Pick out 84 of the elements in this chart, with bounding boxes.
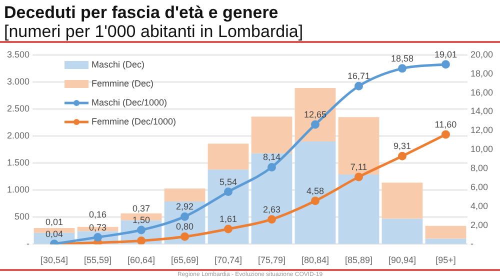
data-label: 11,60 — [434, 119, 457, 130]
point — [180, 232, 190, 241]
y2-tick-label: 10,00 — [470, 144, 494, 154]
bar — [382, 182, 423, 219]
data-label: 0,16 — [89, 210, 107, 220]
y2-tick-label: 18,00 — [470, 68, 494, 78]
legend-label: Maschi (Dec/1000) — [92, 97, 168, 108]
x-tick-label: [95+] — [436, 255, 456, 266]
data-label: 19,01 — [434, 49, 457, 60]
bar — [338, 117, 380, 174]
data-label: 4,58 — [306, 186, 324, 196]
y-tick-label: - — [26, 238, 30, 249]
x-tick-label: [85,89] — [344, 255, 373, 266]
chart-subtitle: [numeri per 1'000 abitanti in Lombardia] — [4, 22, 304, 41]
data-label: 0,80 — [176, 222, 194, 232]
data-label: 0,37 — [132, 204, 150, 214]
y-tick-label: 1.500 — [6, 158, 30, 168]
data-label: 5,54 — [219, 176, 238, 187]
data-label: 18,58 — [390, 53, 414, 64]
y-tick-label: 3.000 — [6, 76, 30, 87]
y2-tick-label: 8,00 — [470, 163, 488, 174]
x-tick-label: [55,59] — [84, 255, 112, 266]
y2-tick-label: 2,00 — [470, 220, 488, 230]
x-tick-label: [30,54] — [40, 255, 68, 266]
point — [137, 226, 146, 234]
point — [354, 172, 363, 182]
point — [398, 64, 406, 73]
bar — [425, 238, 466, 244]
point — [94, 233, 102, 242]
point — [398, 152, 406, 160]
y-tick-label: 2.500 — [6, 104, 30, 114]
bar — [338, 174, 380, 244]
y2-tick-label: - — [470, 238, 474, 249]
data-label: 9,31 — [393, 141, 411, 152]
point — [224, 224, 232, 234]
data-label: 16,71 — [347, 71, 370, 82]
y-tick-label: 3.500 — [6, 49, 30, 60]
point — [310, 196, 320, 206]
y2-tick-label: 6,00 — [470, 182, 488, 192]
point — [180, 212, 190, 221]
data-label: 0,01 — [46, 217, 64, 228]
y2-tick-label: 12,00 — [470, 125, 494, 136]
point — [268, 162, 276, 172]
point — [137, 236, 146, 244]
legend-label: Femmine (Dec/1000) — [92, 116, 176, 126]
data-label: 0,73 — [89, 222, 107, 232]
data-label: 1,50 — [132, 214, 150, 225]
y2-tick-label: 4,00 — [470, 200, 488, 211]
bar — [382, 218, 423, 244]
point — [310, 120, 320, 129]
x-tick-label: [70,74] — [214, 255, 242, 266]
legend-label: Femmine (Dec) — [92, 78, 154, 88]
point — [224, 188, 232, 196]
point — [354, 82, 363, 90]
bar — [294, 141, 336, 244]
x-tick-label: [80,84] — [301, 255, 330, 266]
data-label: 1,61 — [219, 214, 238, 224]
point — [441, 60, 450, 69]
y2-tick-label: 16,00 — [470, 87, 494, 98]
point — [268, 215, 276, 224]
data-label: 8,14 — [262, 152, 281, 162]
data-label: 2,63 — [262, 204, 281, 214]
bar — [164, 188, 206, 202]
bar — [251, 153, 292, 244]
y2-tick-label: 20,00 — [470, 49, 494, 60]
x-tick-label: [75,79] — [258, 255, 286, 266]
point — [441, 130, 450, 139]
y-tick-label: 1.000 — [6, 184, 30, 195]
data-label: 0,04 — [46, 228, 64, 239]
x-tick-label: [65,69] — [170, 255, 199, 266]
bar — [251, 116, 292, 154]
data-label: 2,92 — [176, 202, 194, 212]
bar — [294, 88, 336, 142]
y-tick-label: 2.000 — [6, 130, 30, 141]
y2-tick-label: 14,00 — [470, 106, 494, 116]
bar — [208, 170, 249, 244]
bar — [208, 144, 249, 170]
y-tick-label: 500 — [14, 212, 30, 222]
x-tick-label: [90,94] — [388, 255, 416, 266]
data-label: 7,11 — [350, 162, 368, 172]
legend-label: Maschi (Dec) — [92, 59, 145, 70]
chart-title: Deceduti per fascia d'età e genere — [4, 3, 280, 22]
bar — [425, 226, 466, 239]
x-tick-label: [60,64] — [127, 255, 156, 266]
